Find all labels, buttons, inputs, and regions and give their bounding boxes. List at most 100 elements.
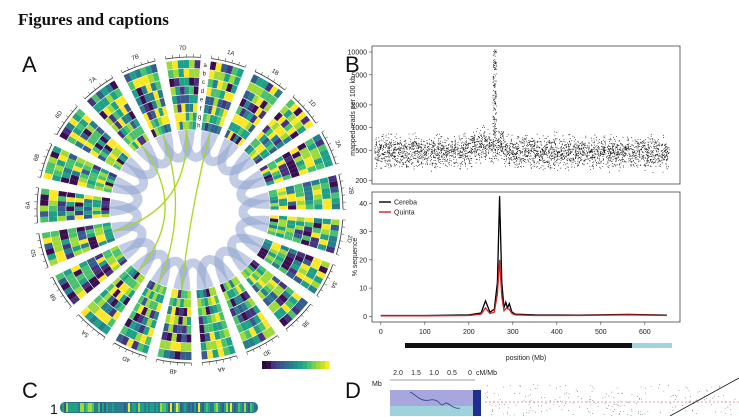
legend-label-quinta: Quinta	[394, 210, 415, 217]
legend-cell	[267, 361, 272, 369]
circos-sector-7d	[165, 54, 201, 130]
line-xtick: 100	[419, 329, 431, 336]
d-diagonal	[670, 378, 739, 416]
legend-cell	[262, 361, 267, 369]
strip-cell	[128, 403, 130, 412]
legend-cell	[298, 361, 303, 369]
strip-cell	[82, 403, 84, 412]
strip-cell	[126, 403, 128, 412]
strip-cell	[244, 403, 246, 412]
strip-cell	[190, 403, 192, 412]
chromosome-label-2a: 2A	[333, 140, 341, 149]
strip-cell	[130, 403, 132, 412]
legend-cell	[321, 361, 326, 369]
strip-cell	[236, 403, 238, 412]
strip-cell	[162, 403, 164, 412]
strip-cell	[180, 403, 182, 412]
strip-cell	[68, 403, 70, 412]
strip-cell	[140, 403, 142, 412]
strip-cell	[110, 403, 112, 412]
scatter-points	[374, 50, 669, 173]
track-label-d: d	[201, 89, 204, 95]
strip-cell	[88, 403, 90, 412]
scatter-frame	[372, 46, 680, 184]
circos-sector-6a	[34, 188, 110, 224]
strip-cell	[238, 403, 240, 412]
strip-cell	[112, 403, 114, 412]
strip-cell	[226, 403, 228, 412]
chromosome-label-7a: 7A	[88, 76, 97, 85]
legend-cell	[280, 361, 285, 369]
strip-cell	[210, 403, 212, 412]
strip-cell	[176, 403, 178, 412]
track-label-g: g	[198, 115, 201, 121]
d-top-tick: 0	[468, 370, 472, 377]
strip-cell	[228, 403, 230, 412]
strip-cell	[92, 403, 94, 412]
strip-cell	[252, 403, 254, 412]
line-xtick: 600	[639, 329, 651, 336]
scatter-ytick: 10000	[348, 49, 368, 56]
color-legend	[262, 361, 330, 375]
line-y-label: % sequence	[352, 238, 359, 277]
strip-cell	[80, 403, 82, 412]
strip-cell	[70, 403, 72, 412]
strip-cell	[136, 403, 138, 412]
legend-cell	[271, 361, 276, 369]
track-label-a: a	[204, 63, 208, 69]
line-xtick: 400	[551, 329, 563, 336]
scatter-y-label: mapped reads per 100 kb	[350, 76, 357, 156]
strip-cell	[116, 403, 118, 412]
track-label-f: f	[200, 106, 202, 112]
strip-cell	[246, 403, 248, 412]
strip-cell	[168, 403, 170, 412]
chromosome-label-4a: 4A	[217, 365, 225, 372]
d-top-unit: cM/Mb	[476, 370, 497, 377]
chromosome-label-7d: 7D	[179, 46, 188, 52]
strip-cell	[108, 403, 110, 412]
recombination-box-lower	[390, 406, 475, 416]
line-ytick: 0	[363, 314, 367, 321]
strip-cell	[186, 403, 188, 412]
chromosome-label-5b: 5B	[49, 292, 58, 301]
strip-cell	[192, 403, 194, 412]
chromosome-label-6a: 6A	[26, 201, 32, 209]
track-label-b: b	[203, 71, 207, 77]
legend-cell	[307, 361, 312, 369]
legend-cell	[289, 361, 294, 369]
strip-cell	[156, 403, 158, 412]
strip-cell	[166, 403, 168, 412]
legend-cell	[312, 361, 317, 369]
circos-sectors	[34, 54, 346, 366]
position-bar-teal	[632, 343, 672, 348]
strip-cell	[204, 403, 206, 412]
section-heading: Figures and captions	[18, 10, 169, 30]
strip-cell	[206, 403, 208, 412]
panel-c-row-label: 1	[50, 401, 58, 417]
d-top-tick: 1.5	[411, 370, 421, 377]
line-x-label: position (Mb)	[506, 355, 546, 362]
chromosome-label-1d: 1D	[307, 99, 317, 109]
strip-cell	[78, 403, 80, 412]
strip-cell	[98, 403, 100, 412]
strip-cell	[76, 403, 78, 412]
strip-cell	[208, 403, 210, 412]
circos-sector-4a	[196, 287, 237, 366]
chromosome-label-6d: 6D	[55, 110, 65, 120]
track-label-h: h	[197, 124, 200, 130]
strip-cell	[174, 403, 176, 412]
chromosome-label-3a: 3A	[329, 280, 338, 289]
chromosome-label-5d: 5D	[30, 248, 38, 258]
d-top-tick: 0.5	[447, 370, 457, 377]
strip-cell	[152, 403, 154, 412]
d-side-bar	[473, 390, 481, 416]
circos-plot: 1A1B1D2A2B2D3A3B3D4A4B4D5A5B5D6A6B6D7A7B…	[20, 40, 360, 380]
strip-cell	[250, 403, 252, 412]
legend-cell	[303, 361, 308, 369]
strip-cell	[194, 403, 196, 412]
strip-cell	[142, 403, 144, 412]
chromosome-label-4b: 4B	[169, 367, 177, 374]
